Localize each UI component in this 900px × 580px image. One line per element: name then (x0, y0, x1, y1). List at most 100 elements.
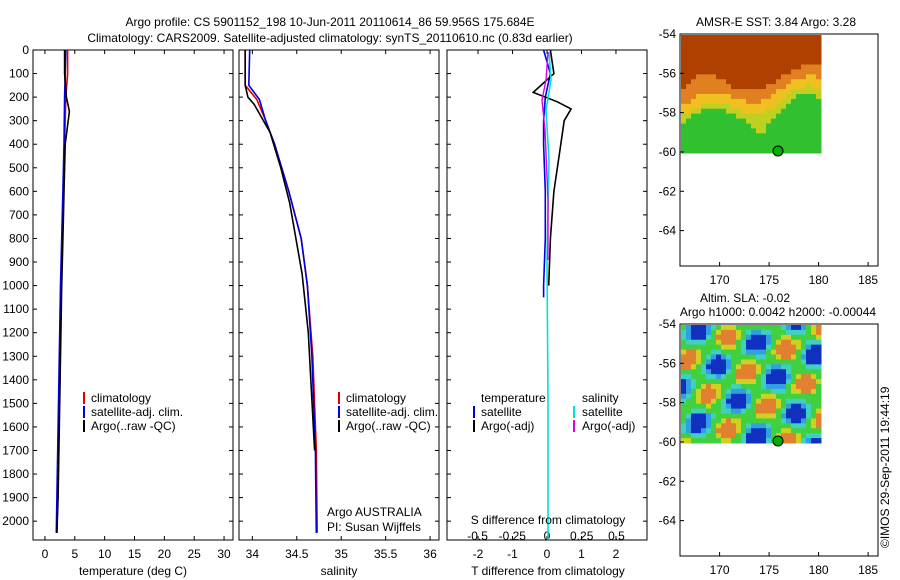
sst-field-cell (726, 49, 732, 56)
sst-field-cell (801, 143, 807, 149)
sst-field-cell (686, 54, 692, 61)
sla-field-cell (791, 325, 797, 331)
sst-field-cell (771, 103, 777, 110)
sst-field-cell (771, 54, 777, 61)
sst-field-cell (711, 64, 717, 70)
sla-field-cell (806, 388, 812, 395)
sla-field-cell (786, 329, 792, 336)
sst-field-cell (806, 35, 812, 41)
difference-top-tick-label: 0.5 (608, 529, 625, 543)
sst-field-cell (781, 94, 787, 100)
sla-field-cell (746, 428, 752, 434)
sla-field-cell (731, 428, 737, 434)
sla-field-cell (701, 329, 707, 336)
difference-top-tick-label: 0 (544, 529, 551, 543)
sla-field-cell (791, 344, 797, 351)
sla-field-cell (741, 423, 747, 429)
sla-field-cell (766, 423, 772, 429)
sst-field-cell (806, 84, 812, 90)
sst-field-cell (786, 74, 792, 80)
sst-field-cell (771, 69, 777, 75)
sla-field-cell (701, 334, 707, 341)
sst-field-cell (711, 89, 717, 95)
sla-field-cell (736, 344, 742, 351)
sst-field-cell (766, 69, 772, 75)
sst-field-cell (701, 49, 707, 56)
sla-field-cell (731, 393, 737, 400)
salinity-climatology-line (244, 50, 318, 533)
sst-field-cell (696, 54, 702, 61)
sla-field-cell (776, 329, 782, 336)
sla-field-cell (701, 354, 707, 360)
sla-field-cell (681, 379, 687, 385)
sst-field-cell (706, 143, 712, 149)
sst-field-cell (736, 74, 742, 80)
sla-field-cell (766, 384, 772, 390)
sst-field-cell (716, 118, 722, 124)
sst-field-cell (766, 39, 772, 46)
sla-field-cell (731, 379, 737, 385)
sst-field-cell (816, 79, 822, 85)
sla-field-cell (766, 349, 772, 355)
sst-field-cell (711, 54, 717, 61)
sla-field-cell (741, 344, 747, 351)
sla-field-cell (811, 349, 817, 355)
sst-field-cell (726, 35, 732, 41)
sla-field-cell (816, 428, 822, 434)
sst-field-cell (791, 128, 797, 134)
sla-field-cell (686, 398, 692, 405)
argo-pi-note: PI: Susan Wijffels (327, 520, 421, 534)
sst-field-cell (811, 69, 817, 75)
sst-field-cell (751, 84, 757, 90)
sst-field-cell (816, 108, 822, 115)
sla-field-cell (771, 325, 777, 331)
sla-field-cell (746, 423, 752, 429)
sst-field-cell (726, 64, 732, 70)
sst-field-cell (786, 89, 792, 95)
sla-field-cell (816, 374, 822, 380)
sla-field-cell (766, 369, 772, 375)
sst-field-cell (681, 49, 687, 56)
sst-field-cell (741, 138, 747, 144)
sst-field-cell (766, 35, 772, 41)
s-diff-argo-line (541, 51, 549, 260)
sst-field-cell (786, 113, 792, 120)
sst-field-cell (806, 128, 812, 134)
sst-field-cell (736, 113, 742, 120)
sst-field-cell (746, 74, 752, 80)
sla-field-cell (706, 438, 712, 444)
sla-field-cell (786, 433, 792, 439)
sst-field-cell (701, 143, 707, 149)
sst-field-cell (786, 49, 792, 56)
sst-field-cell (746, 123, 752, 129)
sla-field-cell (816, 413, 822, 419)
sla-field-cell (681, 339, 687, 346)
sla-field-cell (686, 388, 692, 395)
sla-field-cell (771, 388, 777, 395)
sst-field-cell (756, 143, 762, 149)
sla-field-cell (756, 339, 762, 346)
sst-field-cell (751, 94, 757, 100)
sst-field-cell (686, 118, 692, 124)
sla-field-cell (736, 393, 742, 400)
sla-field-cell (696, 379, 702, 385)
argo-float-marker (772, 435, 784, 447)
sst-field-cell (756, 79, 762, 85)
depth-tick-label: 1100 (3, 302, 29, 316)
sla-field-cell (706, 384, 712, 390)
sst-field-cell (751, 35, 757, 41)
sla-field-cell (791, 369, 797, 375)
difference-top-ticks: -0.5 -0.25 0 0.25 0.5 (467, 529, 625, 543)
sst-field-cell (801, 54, 807, 61)
sst-field-cell (811, 54, 817, 61)
sla-field-cell (781, 438, 787, 444)
sst-field-cell (696, 113, 702, 120)
sla-field-cell (776, 428, 782, 434)
sst-field-cell (696, 98, 702, 105)
sst-field-cell (701, 103, 707, 110)
sla-field-cell (711, 403, 717, 410)
sst-field-cell (726, 113, 732, 120)
sst-field-cell (711, 133, 717, 139)
sst-field-cell (746, 49, 752, 56)
sst-field-cell (781, 69, 787, 75)
